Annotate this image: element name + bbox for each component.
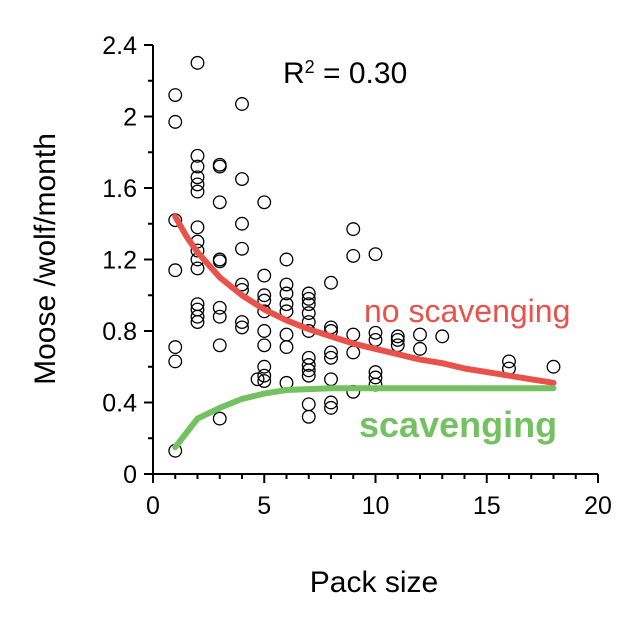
data-point	[190, 148, 205, 163]
data-point	[301, 350, 316, 365]
data-point	[390, 329, 405, 344]
data-point	[279, 297, 294, 312]
scavenging-label: scavenging	[359, 404, 557, 445]
x-tick-label: 20	[584, 492, 612, 520]
data-point	[212, 254, 227, 269]
data-point	[257, 324, 272, 338]
data-point	[235, 172, 249, 187]
data-point	[190, 315, 205, 330]
data-point	[190, 55, 205, 70]
data-point	[301, 291, 316, 306]
data-point	[190, 243, 205, 258]
data-point	[279, 286, 294, 301]
data-point	[301, 409, 316, 424]
data-point	[301, 306, 316, 321]
data-point	[212, 300, 227, 315]
data-point	[235, 216, 249, 231]
data-point	[346, 248, 361, 263]
data-point	[190, 184, 205, 199]
scavenging-curve	[172, 385, 557, 451]
data-point	[346, 345, 361, 360]
data-point	[413, 341, 427, 356]
data-point	[435, 329, 450, 344]
data-point	[257, 195, 272, 210]
data-point	[279, 277, 294, 292]
data-point	[301, 397, 316, 412]
no-scavenging-label: no scavenging	[364, 293, 570, 329]
data-point	[368, 370, 383, 385]
model-curves	[172, 213, 557, 451]
data-point	[212, 309, 227, 324]
y-tick-label: 2	[123, 104, 137, 132]
y-tick-label: 0	[123, 461, 137, 489]
data-point	[390, 332, 405, 347]
data-point	[235, 241, 249, 256]
data-point	[235, 315, 249, 330]
data-point	[301, 358, 316, 372]
data-point	[257, 374, 272, 389]
data-point	[301, 368, 316, 383]
data-point	[324, 275, 338, 290]
y-tick-label: 0.4	[102, 390, 137, 418]
data-point	[324, 395, 338, 410]
data-point	[212, 411, 227, 426]
data-point	[413, 327, 427, 342]
data-point	[168, 263, 183, 278]
data-point	[368, 325, 383, 340]
data-point	[212, 195, 227, 210]
data-point	[235, 97, 249, 111]
data-point	[235, 277, 249, 292]
data-point	[368, 332, 383, 347]
data-point	[502, 354, 516, 369]
data-point	[235, 320, 249, 335]
x-tick-label: 10	[362, 492, 390, 520]
data-point	[168, 88, 183, 103]
data-point	[546, 359, 561, 374]
data-point	[257, 368, 272, 383]
data-point	[190, 309, 205, 324]
r-squared-annotation: R2 = 0.30	[283, 57, 407, 90]
data-point	[250, 372, 265, 387]
data-point	[168, 114, 183, 129]
data-point	[190, 220, 205, 235]
data-point	[257, 338, 272, 353]
axes: 0 5 10 15 20 0 0.4 0.8 1.2 1.6 2 2.4	[102, 32, 612, 520]
data-point	[301, 286, 316, 301]
data-point	[190, 261, 205, 276]
data-point	[301, 297, 316, 312]
data-point	[190, 177, 205, 192]
y-tick-label: 2.4	[102, 32, 137, 60]
data-point	[257, 268, 272, 283]
x-tick-label: 0	[146, 492, 160, 520]
data-point	[368, 247, 383, 262]
data-point	[190, 159, 205, 174]
data-point	[324, 350, 338, 365]
data-point	[279, 327, 294, 342]
data-point	[324, 400, 338, 415]
data-point	[346, 222, 361, 237]
no-scavenging-curve	[172, 213, 557, 386]
data-point	[324, 372, 338, 387]
y-tick-label: 0.8	[102, 318, 137, 346]
data-point	[279, 340, 294, 355]
y-tick-label: 1.6	[102, 175, 137, 203]
data-point	[301, 363, 316, 378]
data-point	[324, 345, 338, 360]
data-point	[190, 170, 205, 185]
data-point	[257, 359, 272, 374]
data-point	[212, 338, 227, 353]
data-point	[168, 354, 183, 369]
x-tick-label: 15	[473, 492, 501, 520]
x-axis-title: Pack size	[310, 566, 438, 599]
x-tick-label: 5	[257, 492, 271, 520]
data-points	[168, 55, 561, 458]
data-point	[257, 288, 272, 303]
y-tick-label: 1.2	[102, 247, 137, 275]
data-point	[168, 340, 183, 355]
data-point	[279, 252, 294, 267]
y-axis-title: Moose /wolf/month	[29, 133, 62, 385]
data-point	[212, 159, 227, 174]
